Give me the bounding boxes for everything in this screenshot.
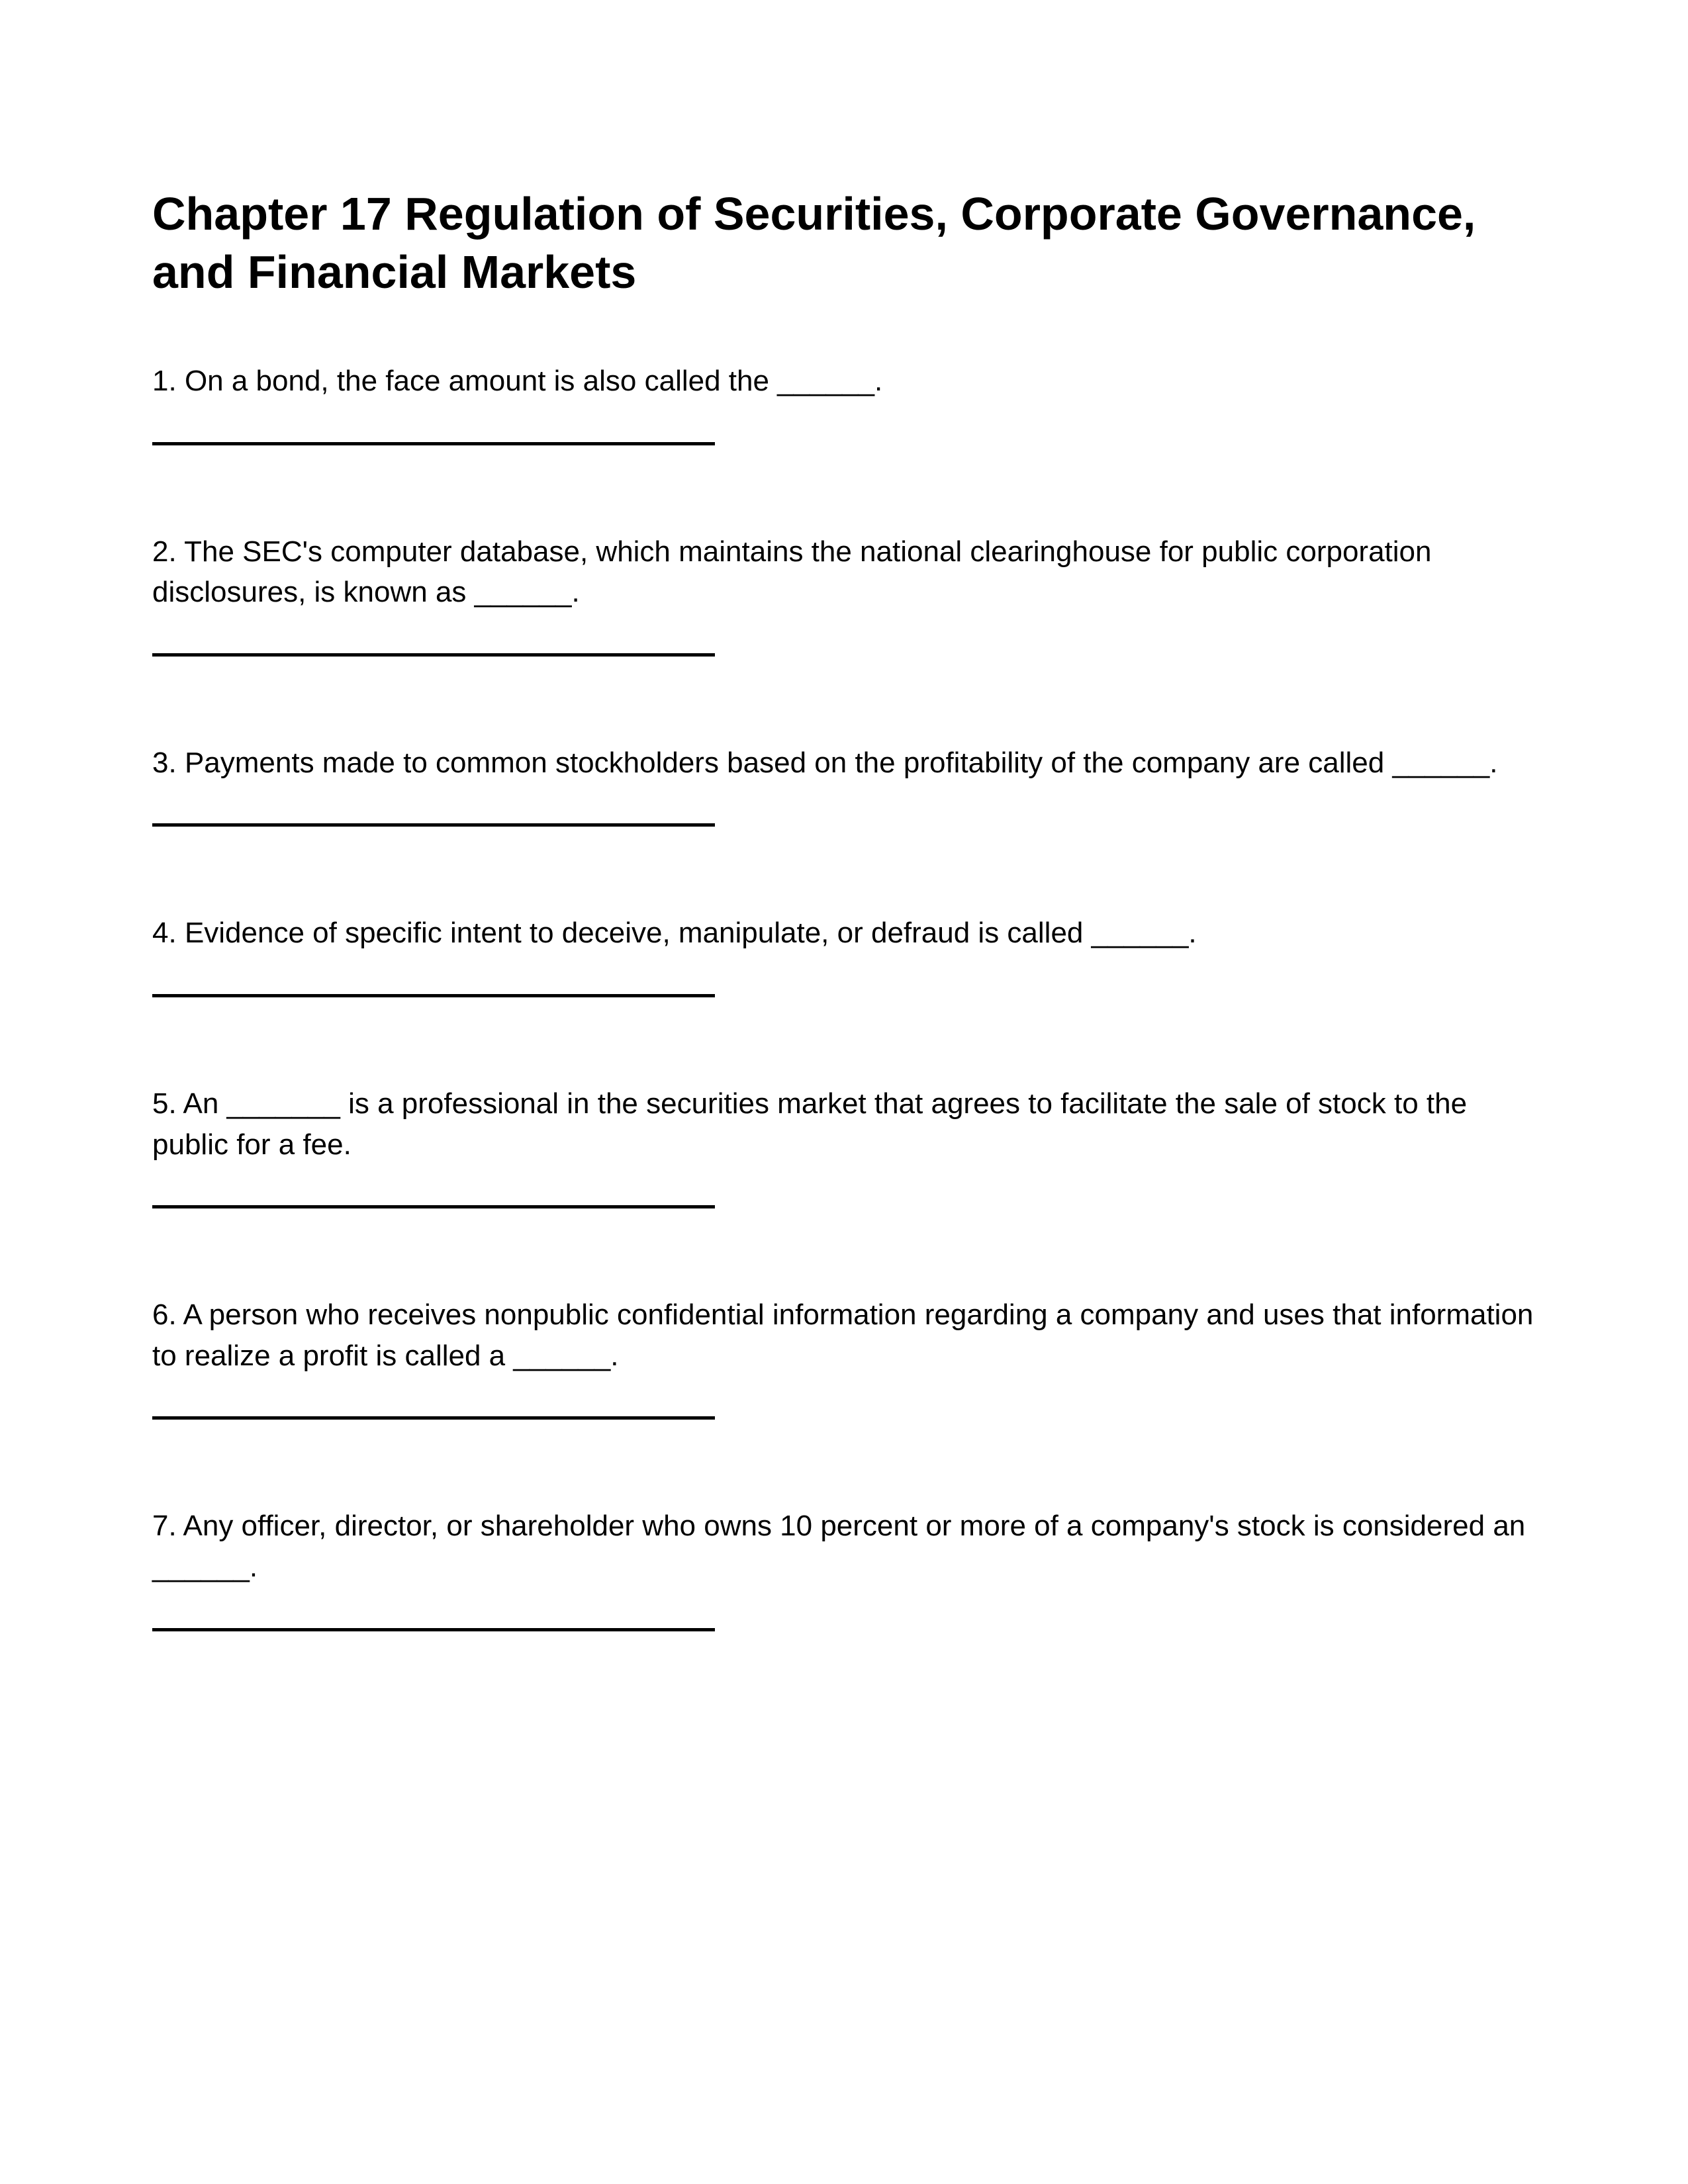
answer-line <box>152 625 715 657</box>
question-content: An _______ is a professional in the secu… <box>152 1087 1467 1161</box>
answer-line <box>152 966 715 997</box>
question-text: 5. An _______ is a professional in the s… <box>152 1083 1536 1165</box>
question-text: 6. A person who receives nonpublic confi… <box>152 1295 1536 1376</box>
question-text: 1. On a bond, the face amount is also ca… <box>152 361 1536 402</box>
question-content: Evidence of specific intent to deceive, … <box>185 917 1197 949</box>
question-number: 4 <box>152 917 168 949</box>
answer-line <box>152 1177 715 1208</box>
answer-line <box>152 414 715 445</box>
question-number: 6 <box>152 1298 168 1331</box>
question-number: 3 <box>152 747 168 779</box>
question-text: 7. Any officer, director, or shareholder… <box>152 1506 1536 1587</box>
question-content: On a bond, the face amount is also calle… <box>185 365 882 397</box>
question-content: The SEC's computer database, which maint… <box>152 535 1432 609</box>
question-block-3: 3. Payments made to common stockholders … <box>152 743 1536 827</box>
answer-line <box>152 795 715 827</box>
question-content: A person who receives nonpublic confiden… <box>152 1298 1533 1372</box>
question-number: 7 <box>152 1510 168 1542</box>
chapter-title: Chapter 17 Regulation of Securities, Cor… <box>152 185 1536 301</box>
question-number: 1 <box>152 365 168 397</box>
question-block-1: 1. On a bond, the face amount is also ca… <box>152 361 1536 445</box>
question-text: 3. Payments made to common stockholders … <box>152 743 1536 784</box>
question-content: Payments made to common stockholders bas… <box>185 747 1498 779</box>
question-content: Any officer, director, or shareholder wh… <box>152 1510 1525 1583</box>
answer-line <box>152 1388 715 1420</box>
question-block-4: 4. Evidence of specific intent to deceiv… <box>152 913 1536 997</box>
question-number: 2 <box>152 535 168 568</box>
question-text: 4. Evidence of specific intent to deceiv… <box>152 913 1536 954</box>
question-block-6: 6. A person who receives nonpublic confi… <box>152 1295 1536 1420</box>
answer-line <box>152 1600 715 1631</box>
question-text: 2. The SEC's computer database, which ma… <box>152 531 1536 613</box>
question-block-5: 5. An _______ is a professional in the s… <box>152 1083 1536 1208</box>
question-number: 5 <box>152 1087 168 1120</box>
question-block-7: 7. Any officer, director, or shareholder… <box>152 1506 1536 1631</box>
question-block-2: 2. The SEC's computer database, which ma… <box>152 531 1536 657</box>
